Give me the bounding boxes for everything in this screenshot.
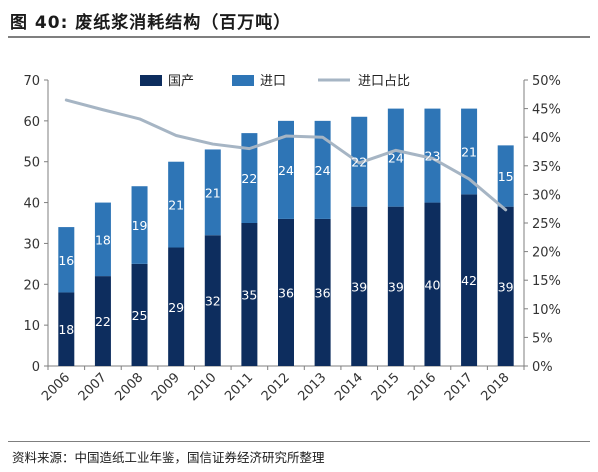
data-label-import: 22 <box>241 171 257 186</box>
y-right-tick-label: 40% <box>532 131 561 146</box>
bar-import <box>387 108 404 207</box>
y-right-tick-label: 0% <box>532 360 553 375</box>
x-tick-label: 2018 <box>479 370 513 404</box>
y-left-tick-label: 50 <box>23 156 40 171</box>
data-label-import: 22 <box>351 155 367 170</box>
bar-domestic <box>351 206 368 366</box>
bar-import <box>168 161 185 248</box>
x-tick-label: 2009 <box>149 370 183 404</box>
x-tick-label: 2012 <box>259 370 293 404</box>
y-left-tick-label: 60 <box>23 115 40 130</box>
data-label-domestic: 35 <box>241 288 257 303</box>
legend-label-domestic: 国产 <box>168 74 194 89</box>
x-tick-label: 2014 <box>332 370 366 404</box>
y-right-tick-label: 15% <box>532 274 561 289</box>
data-label-import: 24 <box>388 151 404 166</box>
data-label-import: 21 <box>205 185 221 200</box>
x-tick-label: 2008 <box>112 370 146 404</box>
y-left-tick-label: 40 <box>23 197 40 212</box>
y-left-tick-label: 30 <box>23 237 40 252</box>
bar-import <box>424 108 441 203</box>
bar-domestic <box>168 247 185 366</box>
data-label-domestic: 39 <box>351 279 367 294</box>
bar-domestic <box>314 218 331 366</box>
data-label-domestic: 18 <box>58 322 74 337</box>
bar-domestic <box>204 235 221 366</box>
bar-import <box>278 120 294 219</box>
bar-domestic <box>497 206 514 366</box>
legend-label-ratio: 进口占比 <box>358 74 410 89</box>
bar-import <box>58 227 75 293</box>
data-label-import: 23 <box>425 149 441 164</box>
data-label-domestic: 40 <box>425 277 441 292</box>
data-label-import: 19 <box>132 218 148 233</box>
data-label-import: 18 <box>95 232 111 247</box>
y-right-tick-label: 30% <box>532 188 561 203</box>
bar-domestic <box>424 202 441 366</box>
legend-swatch-domestic <box>140 75 162 86</box>
legend-swatch-import <box>232 75 254 86</box>
data-label-import: 16 <box>58 253 74 268</box>
bar-import <box>241 133 258 223</box>
data-label-domestic: 36 <box>315 285 331 300</box>
data-label-domestic: 32 <box>205 294 221 309</box>
y-right-tick-label: 45% <box>532 103 561 118</box>
x-tick-label: 2015 <box>369 370 403 404</box>
x-tick-label: 2007 <box>76 370 110 404</box>
data-label-domestic: 36 <box>278 285 294 300</box>
bar-domestic <box>58 292 75 366</box>
data-label-import: 24 <box>315 163 331 178</box>
figure-title: 图 40: 废纸浆消耗结构（百万吨） <box>10 13 292 33</box>
data-label-domestic: 39 <box>498 279 514 294</box>
bar-import <box>314 120 331 219</box>
bar-domestic <box>278 218 294 366</box>
bar-import <box>131 186 148 264</box>
data-label-domestic: 29 <box>168 300 184 315</box>
bar-domestic <box>94 276 111 366</box>
bar-import <box>204 149 221 236</box>
y-left-tick-label: 70 <box>23 74 40 89</box>
y-right-tick-label: 10% <box>532 303 561 318</box>
y-left-tick-label: 0 <box>32 360 40 375</box>
bar-domestic <box>241 223 258 366</box>
y-right-tick-label: 20% <box>532 246 561 261</box>
x-tick-label: 2006 <box>39 370 73 404</box>
y-right-tick-label: 25% <box>532 217 561 232</box>
legend-label-import: 进口 <box>260 74 286 89</box>
data-label-import: 24 <box>278 163 294 178</box>
import-ratio-line <box>64 98 508 212</box>
data-label-import: 21 <box>168 198 184 213</box>
data-label-domestic: 39 <box>388 279 404 294</box>
bar-import <box>497 145 514 207</box>
bar-domestic <box>131 263 148 366</box>
x-tick-label: 2013 <box>295 370 329 404</box>
y-right-tick-label: 35% <box>532 160 561 175</box>
y-right-tick-label: 50% <box>532 74 561 89</box>
data-label-domestic: 22 <box>95 314 111 329</box>
bar-domestic <box>387 206 404 366</box>
data-label-import: 15 <box>498 169 514 184</box>
y-left-tick-label: 20 <box>23 278 40 293</box>
stacked-bar-line-chart: 0 10 20 30 40 50 60 70 0% 5% 10% 15% 20% 25% 30% 35% 40%… <box>23 74 561 404</box>
bar-domestic <box>461 194 478 366</box>
data-label-domestic: 25 <box>132 308 148 323</box>
bar-import <box>94 202 111 277</box>
footer-divider <box>8 441 590 442</box>
x-tick-label: 2011 <box>222 370 256 404</box>
data-label-import: 21 <box>461 145 477 160</box>
title-divider <box>8 36 590 38</box>
data-label-domestic: 42 <box>461 273 477 288</box>
x-tick-label: 2010 <box>186 370 220 404</box>
y-left-tick-label: 10 <box>23 319 40 334</box>
x-tick-label: 2017 <box>442 370 476 404</box>
source-note: 资料来源：中国造纸工业年鉴，国信证券经济研究所整理 <box>12 450 325 465</box>
x-tick-label: 2016 <box>405 370 439 404</box>
y-right-tick-label: 5% <box>532 331 553 346</box>
bar-import <box>461 108 478 195</box>
